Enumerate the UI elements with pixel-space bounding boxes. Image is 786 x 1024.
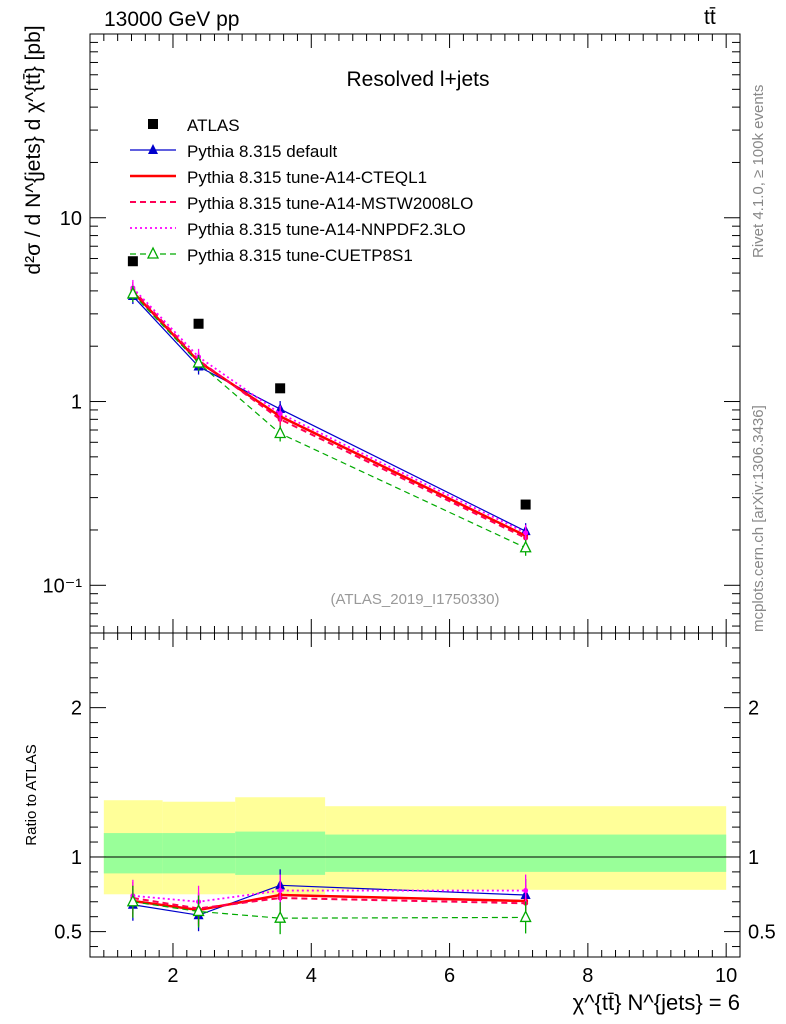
legend-item-1: Pythia 8.315 default — [130, 142, 338, 161]
ratio-line — [132, 901, 526, 919]
rivet-version-label: Rivet 4.1.0, ≥ 100k events — [750, 84, 767, 258]
series-4 — [130, 279, 529, 541]
ratio-panel-frame — [89, 632, 741, 958]
ratio-point — [277, 888, 283, 894]
series-line — [132, 295, 526, 532]
ratio-point — [523, 888, 529, 894]
analysis-tag: (ATLAS_2019_I1750330) — [330, 591, 499, 608]
series-5 — [126, 285, 532, 556]
ratio-line — [132, 889, 526, 903]
legend-label: Pythia 8.315 default — [187, 142, 338, 161]
legend-item-5: Pythia 8.315 tune-CUETP8S1 — [130, 246, 413, 265]
ratio-point — [519, 909, 532, 923]
legend-label: ATLAS — [187, 116, 240, 135]
legend-item-4: Pythia 8.315 tune-A14-NNPDF2.3LO — [130, 220, 466, 239]
ratio-point — [126, 894, 139, 907]
legend-marker — [148, 144, 158, 154]
legend-marker — [146, 246, 160, 259]
series-1 — [127, 288, 531, 540]
legend-label: Pythia 8.315 tune-A14-CTEQL1 — [187, 168, 427, 187]
energy-label: 13000 GeV pp — [104, 8, 240, 31]
y-tick-label: 1 — [71, 392, 82, 414]
legend-item-3: Pythia 8.315 tune-A14-MSTW2008LO — [130, 194, 473, 213]
legend-item-0: ATLAS — [148, 116, 240, 135]
x-axis-label: χ^{tt̄} N^{jets} = 6 — [573, 990, 740, 1015]
x-tick-label: 6 — [444, 965, 455, 987]
x-tick-label: 2 — [167, 965, 178, 987]
legend-marker — [148, 119, 158, 129]
ratio-point — [192, 904, 205, 917]
ratio-tick-label-left: 2 — [71, 698, 82, 720]
data-point — [126, 286, 139, 299]
legend-label: Pythia 8.315 tune-A14-NNPDF2.3LO — [187, 220, 466, 239]
ratio-line — [132, 893, 526, 912]
data-point — [127, 256, 138, 267]
x-tick-label: 8 — [582, 965, 593, 987]
ratio-line — [132, 897, 526, 910]
series-2 — [130, 283, 529, 544]
ratio-tick-label-right: 1 — [748, 847, 759, 869]
x-tick-label: 4 — [306, 965, 317, 987]
ratio-band-green-3 — [325, 834, 727, 872]
data-point — [523, 530, 529, 536]
ratio-tick-label-left: 0.5 — [54, 922, 82, 944]
data-point — [274, 426, 287, 439]
ratio-series-5 — [126, 885, 532, 935]
data-point — [275, 383, 286, 394]
data-point — [277, 411, 283, 417]
ratio-tick-label-left: 1 — [71, 847, 82, 869]
ratio-tick-label-right: 0.5 — [748, 922, 776, 944]
ratio-band-green-1 — [162, 833, 236, 874]
y-tick-label: 10 — [60, 208, 82, 230]
series-line — [132, 287, 527, 534]
source-label: mcplots.cern.ch [arXiv:1306.3436] — [750, 405, 767, 632]
ratio-tick-label-right: 2 — [748, 698, 759, 720]
data-point — [192, 355, 205, 368]
data-point — [520, 499, 531, 510]
legend-item-2: Pythia 8.315 tune-A14-CTEQL1 — [130, 168, 427, 187]
series-3 — [130, 281, 529, 546]
series-line — [132, 289, 527, 539]
data-point — [193, 318, 204, 329]
chart-title: Resolved l+jets — [347, 68, 490, 91]
series-0 — [127, 256, 531, 510]
ratio-band-green-0 — [103, 833, 163, 874]
y-axis-label: d²σ / d N^{jets} d χ^{tt̄} [pb] — [22, 25, 45, 274]
process-label: tt̄ — [704, 6, 716, 29]
x-tick-label: 10 — [715, 965, 737, 987]
ratio-band-green-2 — [235, 831, 326, 875]
ratio-point — [274, 910, 287, 923]
series-line — [131, 291, 527, 537]
legend-label: Pythia 8.315 tune-CUETP8S1 — [187, 246, 413, 265]
data-point — [519, 540, 532, 553]
ratio-axis-label: Ratio to ATLAS — [23, 744, 40, 845]
y-tick-label: 10⁻¹ — [43, 575, 83, 597]
legend-label: Pythia 8.315 tune-A14-MSTW2008LO — [187, 194, 473, 213]
